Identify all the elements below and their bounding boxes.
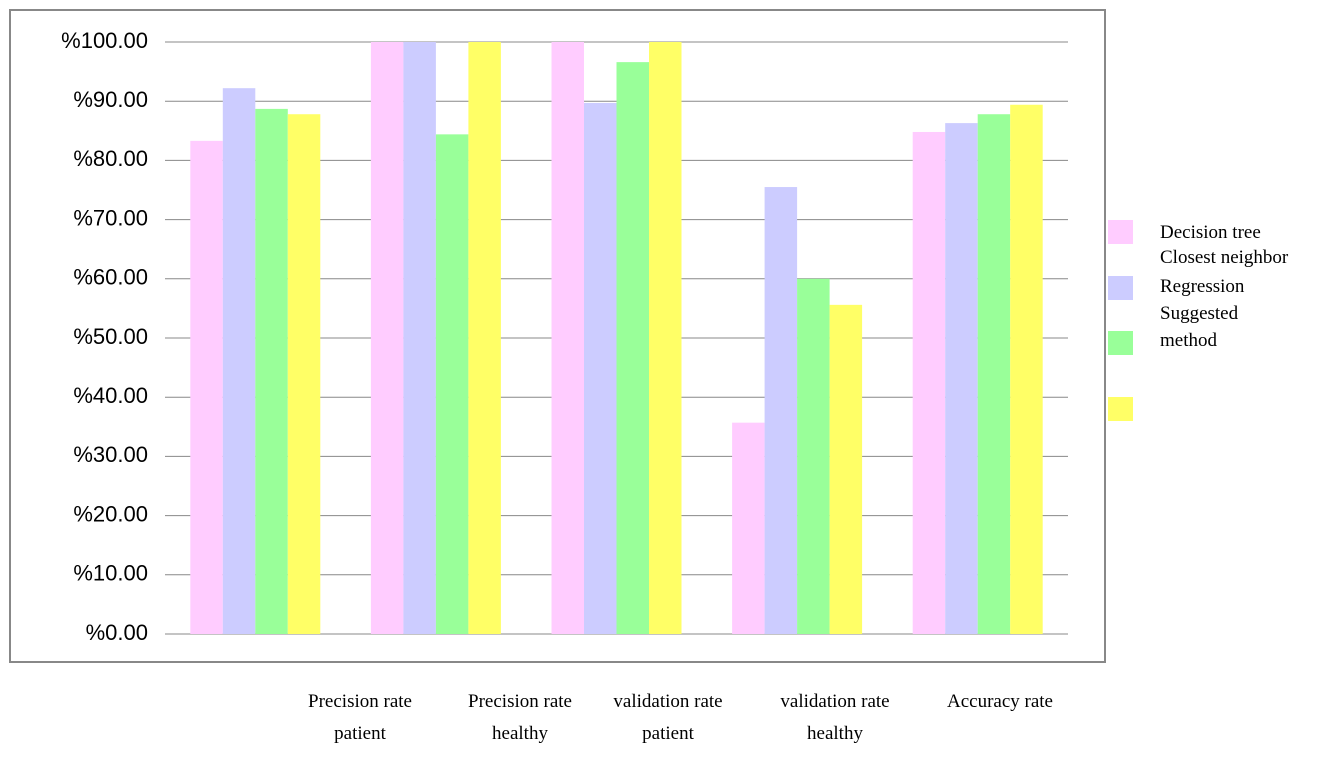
x-tick-label: Precision rate healthy [468, 691, 572, 744]
legend-label: Regression [1160, 276, 1245, 297]
bar [912, 131, 946, 634]
bar [222, 88, 256, 634]
bar [584, 102, 617, 634]
bar [403, 42, 436, 634]
bar [732, 422, 765, 634]
y-tick-label: %20.00 [73, 501, 148, 526]
legend-label: Closest neighbor [1160, 247, 1289, 268]
bar [649, 42, 682, 634]
legend-swatch [1108, 397, 1133, 421]
legend-swatch [1108, 331, 1133, 355]
y-tick-label: %60.00 [73, 265, 148, 290]
bar [1010, 104, 1043, 634]
y-tick-label: %70.00 [73, 205, 148, 230]
y-tick-label: %10.00 [73, 561, 148, 586]
legend-swatch [1108, 220, 1133, 244]
y-tick-label: %40.00 [73, 383, 148, 408]
x-tick-label: validation rate patient [613, 691, 723, 744]
y-tick-label: %30.00 [73, 442, 148, 467]
legend-label: Decision tree [1160, 222, 1261, 243]
legend-swatch [1108, 276, 1133, 300]
bar [977, 114, 1011, 634]
x-tick-label: Accuracy rate [946, 691, 1053, 712]
bar [190, 140, 223, 634]
x-tick-label: validation rate healthy [780, 691, 890, 744]
y-tick-label: %90.00 [73, 87, 148, 112]
bar [370, 42, 404, 634]
bar [797, 278, 830, 634]
y-tick-label: %0.00 [86, 620, 148, 645]
bar [468, 42, 501, 634]
bar [287, 114, 321, 634]
y-tick-label: %80.00 [73, 146, 148, 171]
bar [551, 42, 584, 634]
bar [764, 187, 798, 635]
bar [255, 108, 288, 634]
y-tick-label: %100.00 [61, 28, 148, 53]
legend-label: Suggested method [1160, 303, 1239, 351]
chart-border [9, 9, 1106, 663]
x-tick-label: Precision rate patient [308, 691, 412, 744]
y-tick-label: %50.00 [73, 324, 148, 349]
bar [616, 62, 649, 635]
bar [829, 304, 863, 634]
bar [435, 134, 469, 635]
bar [945, 123, 978, 634]
